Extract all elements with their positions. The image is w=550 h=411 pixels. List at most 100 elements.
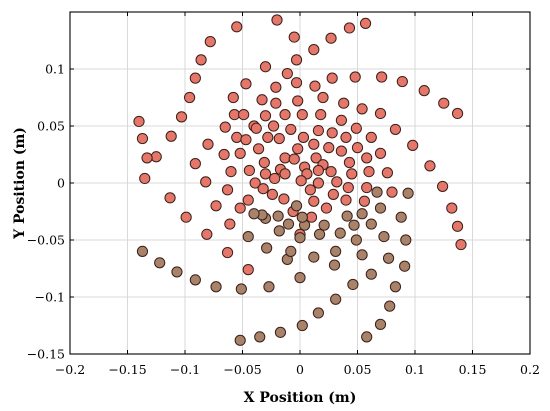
scatter-point: [312, 307, 324, 319]
scatter-point: [396, 75, 408, 88]
scatter-point: [258, 156, 270, 169]
scatter-point: [240, 78, 252, 90]
scatter-point: [331, 176, 343, 188]
scatter-point: [313, 228, 326, 240]
scatter-point: [201, 228, 213, 240]
scatter-point: [279, 168, 291, 180]
scatter-point: [326, 127, 338, 139]
scatter-point: [386, 186, 398, 198]
scatter-point: [279, 109, 291, 121]
scatter-point: [164, 192, 176, 204]
scatter-point: [365, 268, 377, 280]
scatter-point: [356, 249, 368, 261]
x-tick-label: 0.2: [520, 362, 540, 377]
scatter-point: [243, 164, 255, 177]
scatter-point: [315, 109, 327, 121]
scatter-point: [374, 107, 387, 120]
scatter-point: [326, 72, 338, 84]
scatter-point: [342, 181, 354, 194]
scatter-point: [235, 283, 247, 295]
y-tick-label: −0.1: [35, 290, 65, 305]
scatter-point: [308, 251, 320, 263]
scatter-point: [296, 211, 308, 223]
scatter-point: [250, 122, 262, 134]
x-tick-label: −0.2: [55, 362, 85, 377]
scatter-point: [320, 202, 333, 214]
scatter-point: [340, 131, 352, 143]
y-tick-label: −0.05: [27, 233, 65, 248]
scatter-point: [374, 202, 387, 214]
scatter-point: [221, 246, 234, 259]
scatter-point: [270, 97, 282, 109]
scatter-point: [327, 188, 339, 200]
y-axis-title: Y Position (m): [12, 127, 28, 240]
scatter-point: [346, 168, 358, 180]
scatter-point: [136, 245, 149, 257]
scatter-point: [274, 326, 287, 338]
scatter-point: [374, 318, 387, 330]
scatter-point: [202, 138, 214, 150]
scatter-point: [210, 200, 222, 212]
scatter-point: [292, 143, 304, 155]
scatter-point: [365, 218, 377, 230]
x-axis-title: X Position (m): [244, 390, 357, 406]
scatter-point: [242, 230, 254, 243]
scatter-point: [309, 80, 321, 92]
y-tick-label: 0: [57, 176, 65, 191]
x-tick-label: 0.1: [405, 362, 425, 377]
scatter-point: [312, 177, 324, 189]
x-tick-label: −0.15: [108, 362, 146, 377]
scatter-point: [259, 168, 272, 180]
scatter-point: [365, 131, 377, 143]
scatter-point: [272, 210, 284, 222]
scatter-point: [189, 158, 201, 170]
scatter-point: [312, 164, 324, 177]
scatter-point: [349, 71, 361, 83]
x-tick-labels: −0.2 −0.15 −0.1 −0.05 0 0.05 0.1 0.15 0.2: [55, 362, 540, 377]
scatter-point: [227, 91, 239, 104]
scatter-point: [418, 85, 430, 97]
scatter-point: [249, 177, 261, 189]
scatter-point: [356, 103, 368, 115]
scatter-point: [257, 183, 269, 195]
scatter-point: [343, 22, 356, 34]
scatter-point: [308, 195, 320, 207]
scatter-point: [348, 219, 360, 231]
scatter-point: [261, 242, 273, 254]
scatter-point: [210, 281, 222, 293]
scatter-point: [285, 245, 297, 257]
scatter-point: [290, 77, 303, 89]
scatter-point: [219, 121, 231, 133]
scatter-point: [171, 266, 183, 278]
scatter-point: [400, 234, 412, 246]
scatter-point: [269, 172, 281, 185]
scatter-point: [200, 176, 212, 188]
scatter-point: [325, 32, 337, 44]
scatter-point: [451, 107, 464, 120]
scatter-point: [407, 139, 419, 151]
scatter-point: [221, 184, 234, 196]
scatter-point: [437, 180, 449, 193]
scatter-point: [253, 143, 265, 155]
scatter-point: [154, 257, 166, 269]
scatter-point: [294, 232, 306, 244]
scatter-point: [384, 300, 396, 312]
scatter-point: [351, 142, 364, 154]
scatter-point: [350, 122, 362, 134]
x-tick-label: 0.15: [459, 362, 487, 377]
x-tick-label: −0.05: [223, 362, 261, 377]
scatter-point: [180, 211, 192, 223]
scatter-point: [231, 21, 243, 33]
scatter-point: [334, 227, 346, 239]
scatter-point: [273, 132, 285, 145]
scatter-point: [376, 71, 388, 83]
scatter-point: [288, 153, 300, 165]
scatter-point: [278, 193, 290, 205]
scatter-point: [204, 36, 216, 48]
scatter-point: [294, 272, 306, 284]
scatter-point: [165, 130, 177, 142]
scatter-point: [374, 147, 387, 159]
scatter-point: [224, 218, 236, 230]
scatter-point: [335, 145, 347, 157]
